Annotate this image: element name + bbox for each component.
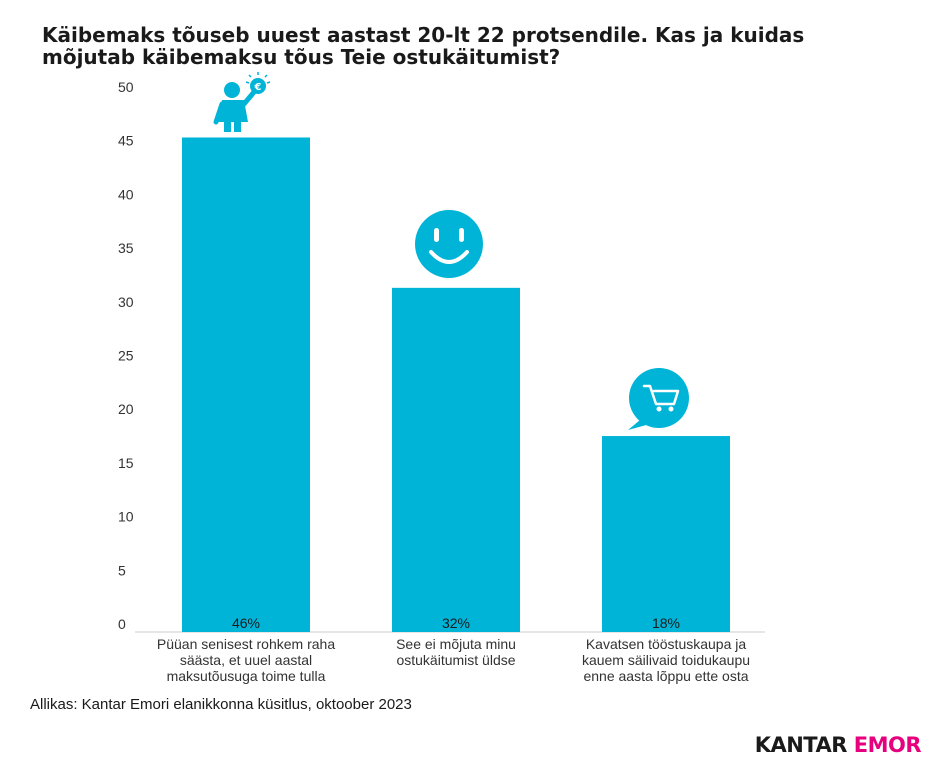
logo-part-kantar: KANTAR xyxy=(754,733,848,757)
y-tick-label: 50 xyxy=(118,79,134,95)
data-label: 18% xyxy=(652,615,680,631)
category-label-line: Kavatsen tööstuskaupa ja xyxy=(585,636,747,652)
data-label: 32% xyxy=(442,615,470,631)
y-tick-label: 45 xyxy=(118,133,134,149)
source-note: Allikas: Kantar Emori elanikkonna küsitl… xyxy=(30,696,412,713)
data-label: 46% xyxy=(232,615,260,631)
category-label-line: Püüan senisest rohkem raha xyxy=(156,636,336,652)
bars xyxy=(182,137,730,632)
y-tick-label: 5 xyxy=(118,562,126,578)
category-label: Püüan senisest rohkem raha säästa, et uue… xyxy=(146,636,346,684)
category-label-line: maksutõusuga toime tulla xyxy=(166,668,326,684)
chart-title: Käibemaks tõuseb uuest aastast 20-lt 22 … xyxy=(42,23,805,69)
y-tick-label: 15 xyxy=(118,455,134,471)
y-tick-label: 30 xyxy=(118,294,134,310)
bar xyxy=(392,287,520,632)
category-label: Kavatsen tööstuskaupa ja kauem säilivaid … xyxy=(566,636,766,684)
smiley-icon xyxy=(415,210,483,278)
shopping-cart-icon xyxy=(628,368,689,430)
person-euro-icon: € xyxy=(213,72,271,132)
y-axis: 0 5 10 15 20 25 30 35 40 45 50 xyxy=(118,79,134,632)
y-tick-label: 20 xyxy=(118,401,134,417)
category-label-line: säästa, et uuel aastal xyxy=(179,652,313,668)
y-tick-label: 40 xyxy=(118,186,134,202)
bar xyxy=(182,137,310,632)
logo-part-emor: EMOR xyxy=(853,733,922,757)
y-tick-label: 10 xyxy=(118,509,134,525)
svg-text:€: € xyxy=(254,82,262,93)
category-label: See ei mõjuta minu ostukäitumist üldse xyxy=(356,636,556,668)
bar xyxy=(602,436,730,632)
y-tick-label: 0 xyxy=(118,616,126,632)
category-label-line: kauem säilivaid toidukaupu xyxy=(581,652,751,668)
y-tick-label: 35 xyxy=(118,240,134,256)
data-labels: 46% 32% 18% xyxy=(232,615,680,631)
y-tick-label: 25 xyxy=(118,348,134,364)
brand-logo: KANTAR EMOR xyxy=(754,733,922,757)
category-label-line: See ei mõjuta minu xyxy=(396,636,516,652)
category-label-line: ostukäitumist üldse xyxy=(396,652,516,668)
category-label-line: enne aasta lõppu ette osta xyxy=(583,668,749,684)
